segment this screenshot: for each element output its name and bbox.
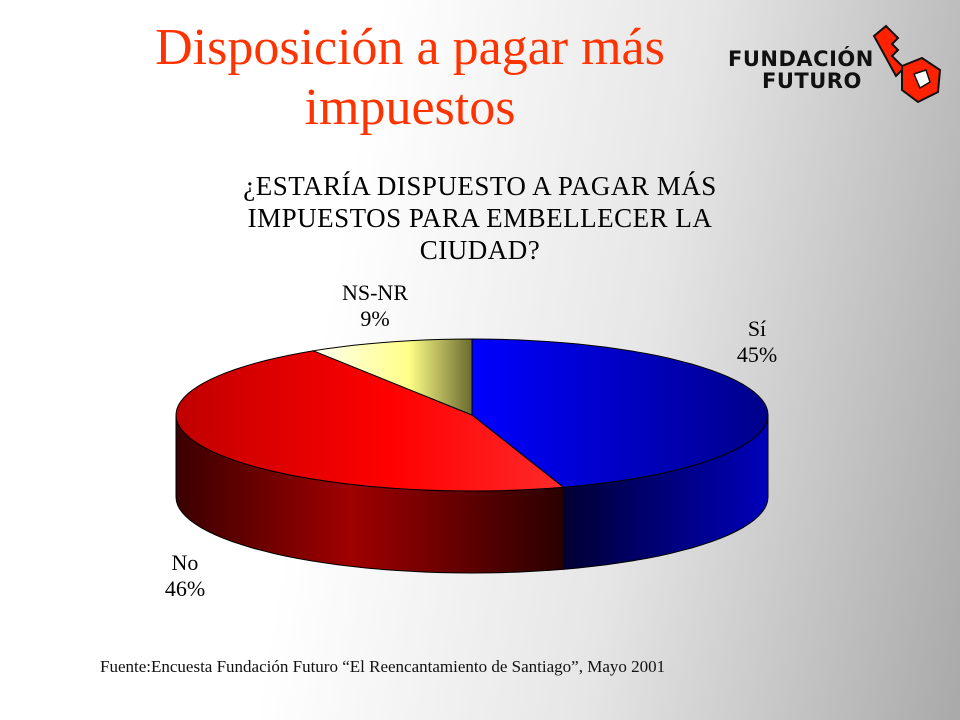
chart-title-line1: ¿ESTARÍA DISPUESTO A PAGAR MÁS (243, 171, 717, 201)
slice-label-si-name: Sí (747, 316, 767, 341)
logo-text: FUNDACIÓN FUTURO (728, 48, 874, 92)
pie-slice-si (471, 338, 769, 488)
chart-title-line3: CIUDAD? (419, 235, 541, 265)
page-title: Disposición a pagar más impuestos (40, 18, 780, 138)
slice-label-ns-nr-value: 9% (360, 306, 390, 331)
chart-title-line2: IMPUESTOS PARA EMBELLECER LA (247, 203, 713, 233)
page-title-line1: Disposición a pagar más (155, 19, 665, 76)
pie-slice-no (175, 350, 565, 492)
logo-line2: FUTURO (762, 69, 862, 93)
slice-label-no-name: No (171, 550, 199, 575)
pie-slice-ns-nr (311, 338, 473, 416)
fundacion-futuro-logo: FUNDACIÓN FUTURO (728, 22, 948, 108)
key-icon (872, 24, 942, 104)
slice-label-ns-nr: NS-NR 9% (320, 280, 430, 332)
slice-label-ns-nr-name: NS-NR (341, 280, 408, 305)
slice-label-no-value: 46% (164, 576, 206, 601)
slice-label-si: Sí 45% (722, 316, 792, 368)
page-title-line2: impuestos (304, 79, 516, 136)
slice-label-si-value: 45% (736, 342, 778, 367)
chart-title: ¿ESTARÍA DISPUESTO A PAGAR MÁS IMPUESTOS… (210, 170, 750, 266)
source-note: Fuente:Encuesta Fundación Futuro “El Ree… (100, 657, 666, 676)
logo-line1: FUNDACIÓN (728, 47, 874, 71)
slice-label-no: No 46% (150, 550, 220, 602)
